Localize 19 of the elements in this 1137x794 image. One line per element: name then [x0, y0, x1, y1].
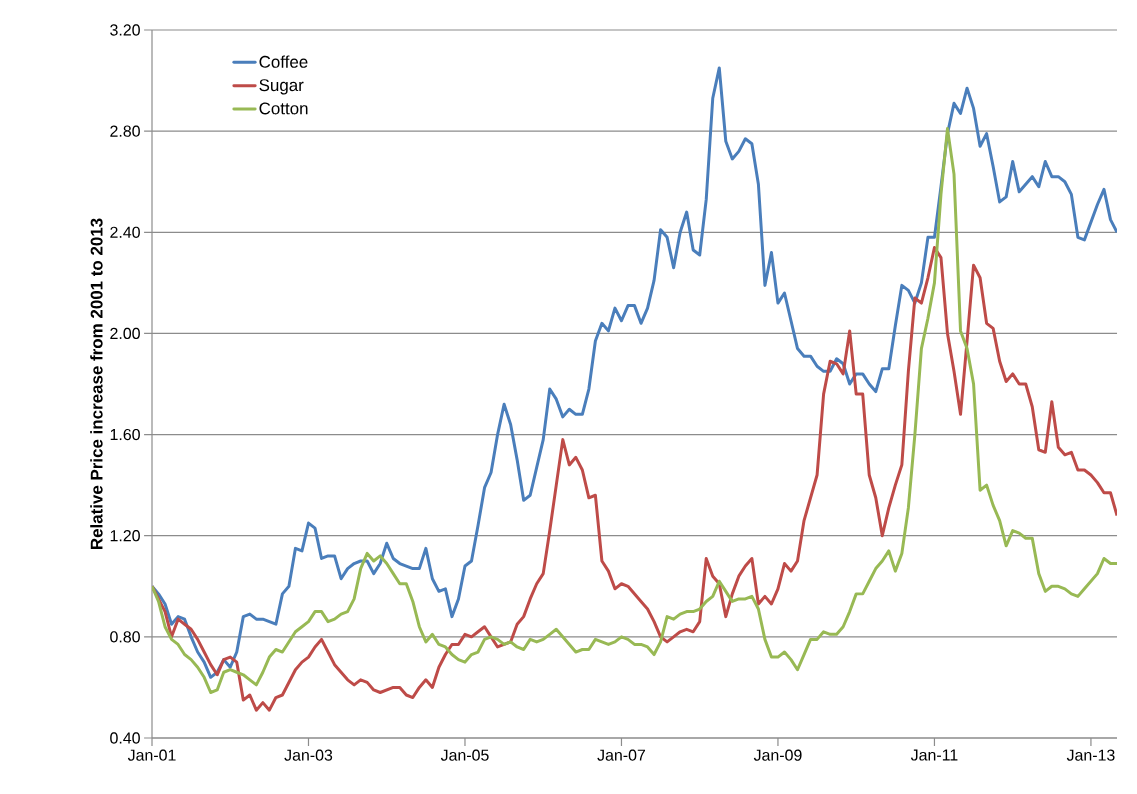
y-tick-label: 2.80 [110, 125, 140, 137]
y-tick-label: 3.20 [110, 24, 140, 36]
legend-label: Sugar [259, 79, 304, 95]
y-axis-title: Relative Price increase from 2001 to 2013 [90, 218, 103, 550]
x-tick-label: Jan-01 [127, 749, 176, 761]
x-tick-label: Jan-13 [1066, 749, 1115, 761]
y-tick-label: 1.60 [110, 428, 140, 441]
x-tick-label: Jan-09 [753, 749, 802, 761]
x-tick-label: Jan-03 [284, 749, 333, 761]
x-tick-label: Jan-07 [597, 749, 646, 761]
x-tick-label: Jan-05 [440, 749, 489, 761]
y-tick-label: 2.40 [110, 226, 140, 238]
legend-label: Coffee [259, 55, 308, 68]
x-tick-label: Jan-11 [910, 749, 958, 761]
y-tick-label: 0.40 [110, 732, 140, 744]
y-tick-label: 0.80 [110, 631, 140, 643]
legend-label: Cotton [259, 102, 308, 115]
y-tick-label: 2.00 [110, 327, 140, 340]
y-tick-label: 1.20 [110, 530, 140, 542]
